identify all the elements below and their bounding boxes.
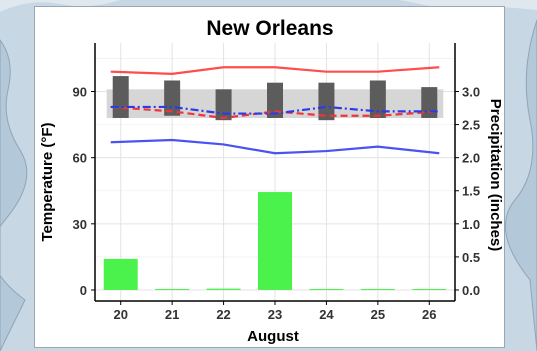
x-tick-label: 20 [113,307,127,322]
chart-panel: New Orleans 0 30 60 90 0.0 0.5 1.0 1.5 2.0 2.5 3.… [34,6,505,348]
right-tick-label: 2.0 [462,151,480,166]
temp-line-dashed_red [110,105,440,120]
right-tick-label: 0.5 [462,250,480,265]
x-tick-label: 21 [165,307,179,322]
temp-range-bar [267,82,283,118]
precip-bar [412,288,447,290]
precip-bar [309,288,344,290]
precip-bar [258,192,292,290]
chart-title: New Orleans [206,17,333,40]
temp-line-dashdot_blue [110,105,440,115]
x-tick-label: 22 [216,307,230,322]
left-axis-label: Temperature (°F) [39,122,56,241]
temp-range-bar [369,80,386,118]
temp-range-bar [112,76,129,118]
precip-bar [360,288,395,290]
temp-range-bar [215,89,232,121]
chart: New Orleans 0 30 60 90 0.0 0.5 1.0 1.5 2.0 2.5 3.… [39,17,504,345]
x-tick-label: 26 [422,307,436,322]
x-tick-label: 25 [371,307,385,322]
x-axis-ticks: 20 21 22 23 24 25 26 [113,301,437,322]
precipitation-bars [103,192,447,290]
right-tick-label: 1.5 [462,184,480,199]
x-axis-label: August [247,328,299,345]
temp-range-bar [318,82,335,121]
left-tick-label: 90 [73,85,87,100]
left-tick-label: 60 [73,151,87,166]
left-axis-ticks: 0 30 60 90 [73,85,95,298]
right-tick-label: 0.0 [462,283,480,298]
right-axis-ticks: 0.0 0.5 1.0 1.5 2.0 2.5 3.0 [455,85,480,298]
right-tick-label: 3.0 [462,85,480,100]
right-tick-label: 2.5 [462,118,480,133]
temp-range-bar [421,87,438,118]
precip-bar [103,258,138,290]
left-tick-label: 30 [73,217,87,232]
precip-bar [206,288,241,290]
temp-line-max_temp [110,66,440,75]
temp-line-min_temp [110,138,440,155]
x-tick-label: 23 [268,307,282,322]
left-tick-label: 0 [80,283,87,298]
x-tick-label: 24 [319,307,334,322]
right-tick-label: 1.0 [462,217,480,232]
precip-bar [155,288,190,290]
right-axis-label: Precipitation (inches) [487,99,504,252]
temperature-lines [110,66,440,155]
